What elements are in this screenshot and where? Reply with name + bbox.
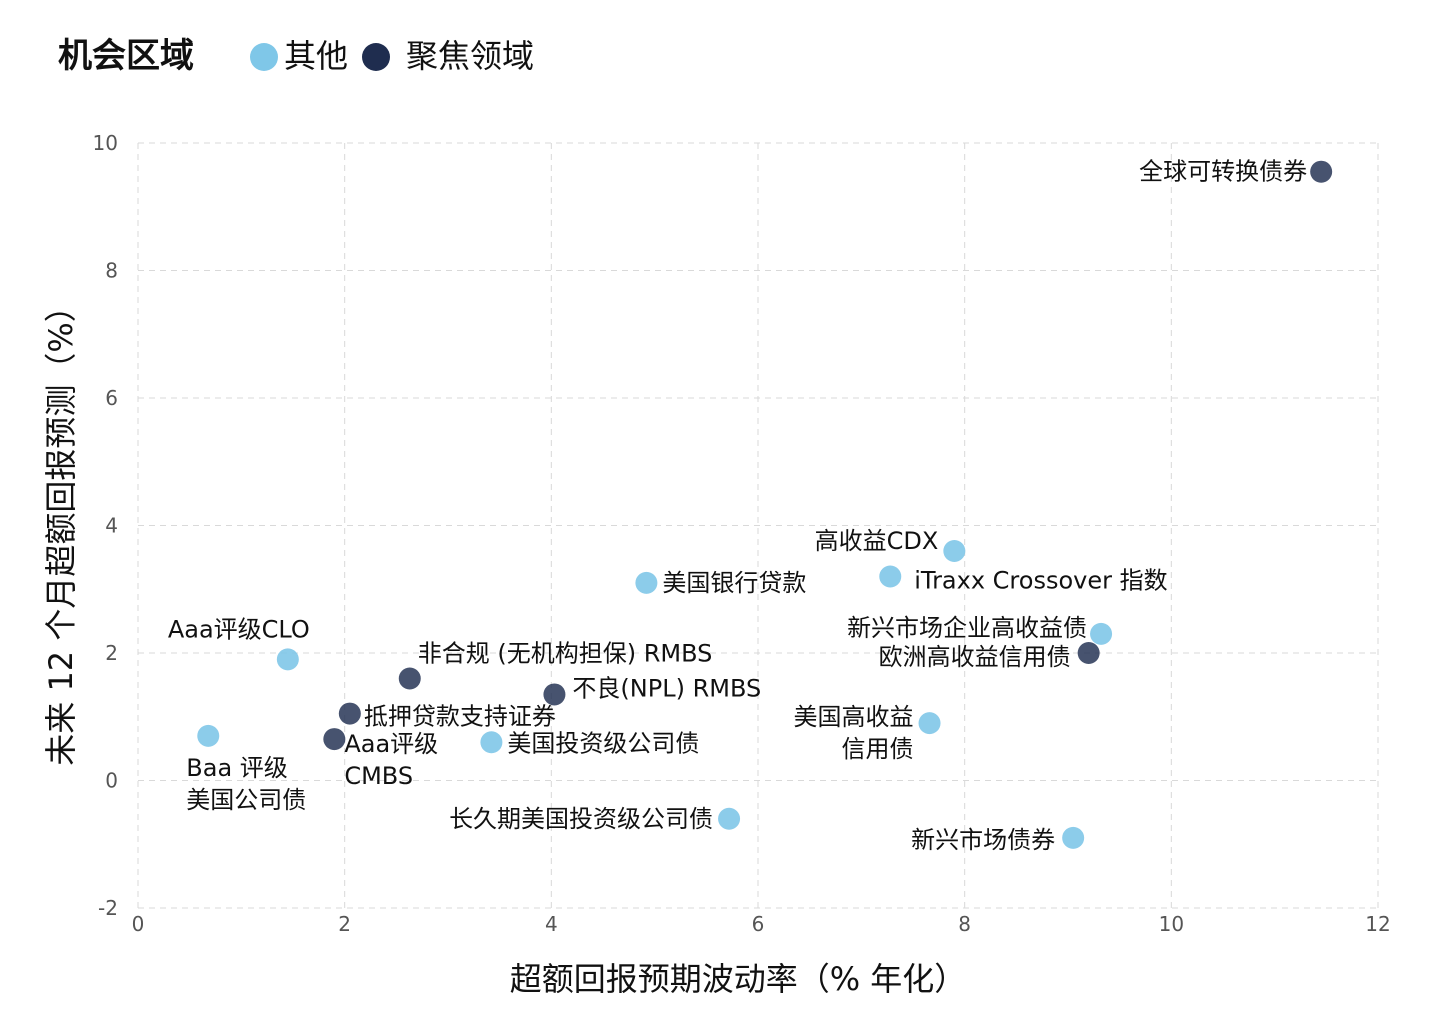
point-label: 美国投资级公司债 — [507, 729, 699, 757]
point-label: 美国银行贷款 — [662, 569, 806, 597]
point-label: 全球可转换债券 — [1139, 158, 1307, 186]
x-tick-label: 2 — [338, 912, 351, 936]
scatter-point — [543, 683, 566, 706]
scatter-point — [918, 712, 941, 735]
scatter-point — [480, 731, 503, 754]
scatter-point — [276, 648, 299, 671]
point-label: 新兴市场债券 — [911, 826, 1055, 854]
scatter-point — [879, 565, 902, 588]
scatter-point — [718, 807, 741, 830]
x-tick-label: 4 — [545, 912, 558, 936]
scatter-point — [197, 724, 220, 747]
x-tick-label: 6 — [752, 912, 765, 936]
point-label: 不良(NPL) RMBS — [572, 674, 761, 702]
scatter-point — [1090, 622, 1113, 645]
scatter-point — [635, 571, 658, 594]
scatter-point — [1062, 826, 1085, 849]
x-tick-label: 8 — [958, 912, 971, 936]
legend: 机会区域 其他 聚焦领域 — [58, 36, 534, 76]
point-label: 非合规 (无机构担保) RMBS — [418, 640, 713, 668]
point-label: Aaa评级 — [344, 730, 438, 758]
point-label: Aaa评级CLO — [168, 615, 310, 643]
y-tick-label: 0 — [105, 769, 118, 793]
y-tick-label: 2 — [105, 641, 118, 665]
point-label: 长久期美国投资级公司债 — [449, 805, 713, 833]
x-tick-label: 0 — [132, 912, 145, 936]
point-label: iTraxx Crossover 指数 — [914, 567, 1167, 595]
point-label: 美国高收益 — [794, 703, 914, 731]
point-label: Baa 评级 — [186, 754, 288, 782]
scatter-point — [1310, 160, 1333, 183]
legend-marker-focus — [362, 43, 390, 71]
point-label: 信用债 — [842, 735, 914, 763]
scatter-point — [1077, 642, 1100, 664]
y-tick-label: 8 — [105, 259, 118, 283]
point-label: 欧洲高收益信用债 — [879, 643, 1071, 671]
scatter-point — [338, 702, 361, 725]
x-tick-label: 10 — [1159, 912, 1184, 936]
data-points — [197, 160, 1333, 849]
legend-label-other: 其他 — [284, 37, 348, 75]
axis-ticks: 0 2 4 6 8 10 12 -2 0 2 4 6 8 10 — [93, 131, 1391, 936]
legend-marker-other — [250, 43, 278, 71]
legend-label-focus: 聚焦领域 — [406, 37, 534, 75]
y-axis-label: 未来 12 个月超额回报预测（%） — [42, 290, 80, 765]
scatter-point — [943, 540, 966, 562]
point-label: 新兴市场企业高收益债 — [847, 614, 1087, 642]
x-axis-label: 超额回报预期波动率（% 年化） — [510, 960, 967, 998]
y-tick-label: 10 — [93, 131, 118, 155]
x-tick-label: 12 — [1365, 912, 1390, 936]
grid — [137, 142, 1379, 909]
scatter-point — [398, 667, 421, 690]
y-tick-label: 4 — [105, 514, 118, 538]
point-label: CMBS — [344, 762, 413, 790]
point-label: 美国公司债 — [186, 786, 306, 814]
point-label: 抵押贷款支持证券 — [364, 703, 556, 731]
point-label: 高收益CDX — [815, 527, 939, 555]
legend-title: 机会区域 — [58, 36, 194, 76]
y-tick-label: 6 — [105, 386, 118, 410]
scatter-point — [323, 728, 346, 751]
y-tick-label: -2 — [98, 896, 118, 920]
